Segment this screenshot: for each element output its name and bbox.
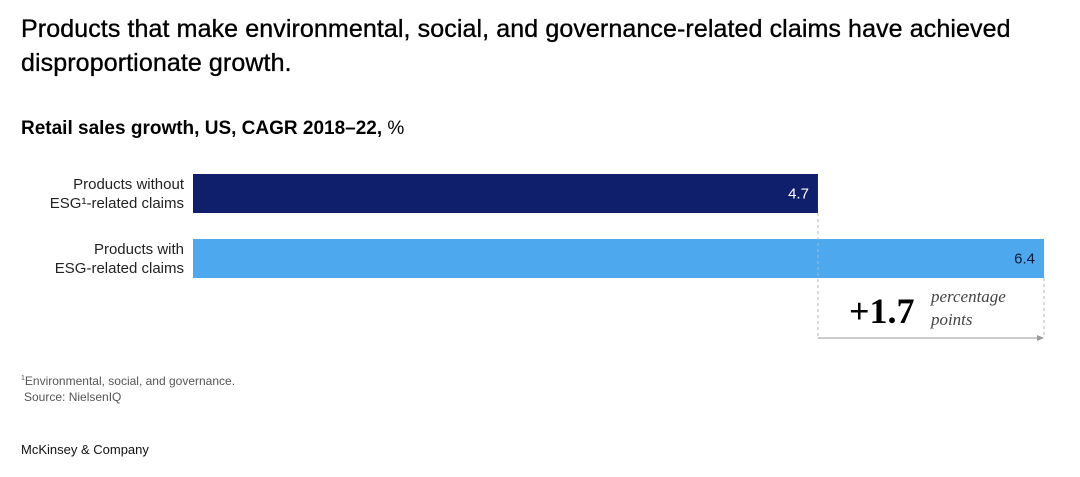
chart-title: Products that make environmental, social…	[21, 15, 1011, 77]
footnote: 1Environmental, social, and governance. …	[21, 371, 235, 405]
bar-value-label-2: 6.4	[1014, 251, 1035, 268]
chart-subtitle: Retail sales growth, US, CAGR 2018–22, %	[21, 117, 404, 141]
subtitle-unit: %	[387, 118, 405, 139]
bar-1	[193, 174, 818, 213]
footnote-definition: 1Environmental, social, and governance.	[21, 371, 235, 389]
bar-2	[193, 239, 1044, 278]
bar-value-label-1: 4.7	[788, 186, 809, 203]
difference-unit-line-1: percentage	[930, 287, 1006, 306]
footnote-text: Environmental, social, and governance.	[24, 374, 236, 388]
category-label-2-line-2: ESG-related claims	[55, 260, 184, 277]
category-label-1-line-2: ESG¹-related claims	[50, 195, 184, 212]
source-note: Source: NielsenIQ	[24, 390, 122, 404]
subtitle-text: Retail sales growth, US, CAGR 2018–22,	[21, 118, 383, 139]
difference-arrow-head	[1037, 335, 1044, 341]
footnote-marker: 1	[21, 375, 25, 382]
difference-value: +1.7	[849, 291, 915, 331]
difference-unit-line-2: points	[930, 310, 973, 329]
brand-logo-text: McKinsey & Company	[21, 442, 149, 457]
category-label-2-line-1: Products with	[94, 241, 184, 258]
bar-chart: 4.7 Products without ESG¹-related claims 6.…	[50, 174, 1045, 341]
category-label-1-line-1: Products without	[73, 176, 185, 193]
